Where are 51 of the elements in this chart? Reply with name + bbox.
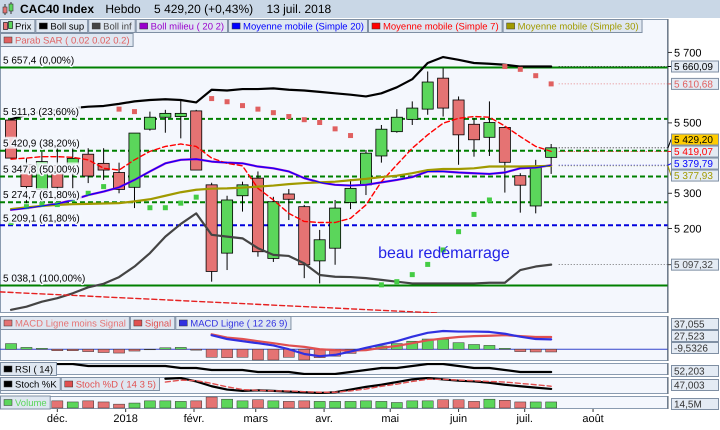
legend-label: RSI ( 14) <box>15 364 54 376</box>
ref-line-label: 5 420,9 (38,20%) <box>3 138 80 150</box>
y-tick-label: 5 700 <box>674 47 702 60</box>
y-tick-label: 5 300 <box>674 188 702 200</box>
x-tick-label: déc. <box>46 413 68 425</box>
annotation: 5 419,07 <box>674 147 714 158</box>
x-tick-label: juil. <box>515 413 533 425</box>
annotation: 5 610,68 <box>674 79 714 90</box>
text: 47,003 <box>674 380 706 392</box>
text: -9,5326 <box>674 344 708 354</box>
annotation: beau redémarrage <box>378 245 510 262</box>
x-tick-label: mars <box>244 413 268 425</box>
x-tick-label: mai <box>381 413 400 425</box>
legend-label: MACD Ligne ( 12 26 9) <box>190 318 288 330</box>
legend-label: Volume <box>15 398 47 409</box>
annotation: 5 377,93 <box>674 171 714 182</box>
legend-label: Boll sup <box>50 22 84 32</box>
text: 37,055 <box>674 320 706 330</box>
x-tick-label: août <box>582 413 604 425</box>
ref-line-label: 5 511,3 (23,60%) <box>3 106 79 118</box>
legend-label: Boll milieu ( 20 2) <box>150 22 224 32</box>
text: 27,523 <box>674 332 706 342</box>
legend-label: Moyenne mobile (Simple 7) <box>382 22 499 32</box>
ref-line-label: 5 209,1 (61,80%) <box>3 213 80 224</box>
annotation: 5 429,20 <box>674 135 714 146</box>
legend-label: Prix <box>15 22 32 32</box>
text: 52,203 <box>674 366 706 378</box>
legend-label: Boll inf <box>103 22 132 32</box>
annotation: 5 097,32 <box>674 260 714 272</box>
chart-subtitle: Hebdo 5 429,20 (+0,43%) 13 juil. 2018 <box>105 2 332 16</box>
ref-line-label: 5 038,1 (100,00%) <box>3 274 86 284</box>
annotation: 5 379,79 <box>674 159 714 170</box>
x-tick-label: févr. <box>184 413 204 425</box>
y-tick-label: 5 500 <box>674 118 702 130</box>
annotation: 5 660,09 <box>674 62 714 73</box>
x-tick-label: 2018 <box>113 413 138 425</box>
ref-line-label: 5 657,4 (0,00%) <box>3 55 74 66</box>
y-tick-label: 5 200 <box>674 223 702 236</box>
legend-label: Stoch %D ( 14 3 5) <box>76 380 156 390</box>
legend-label: Moyenne mobile (Simple 30) <box>518 22 639 32</box>
text: 14,5M <box>674 400 702 410</box>
ref-line-label: 5 274,7 (61,80%) <box>3 190 80 202</box>
ref-line-label: 5 347,8 (50,00%) <box>3 164 80 176</box>
x-tick-label: avr. <box>315 413 333 425</box>
legend-label: Stoch %K <box>15 380 58 390</box>
legend-label: Parab SAR ( 0.02 0.02 0.2) <box>15 36 130 46</box>
legend-label: Signal <box>144 318 172 330</box>
legend-label: MACD Ligne moins Signal <box>15 318 126 330</box>
chart-title: CAC40 Index <box>20 2 94 16</box>
x-tick-label: juin <box>449 413 468 425</box>
legend-label: Moyenne mobile (Simple 20) <box>243 22 364 32</box>
